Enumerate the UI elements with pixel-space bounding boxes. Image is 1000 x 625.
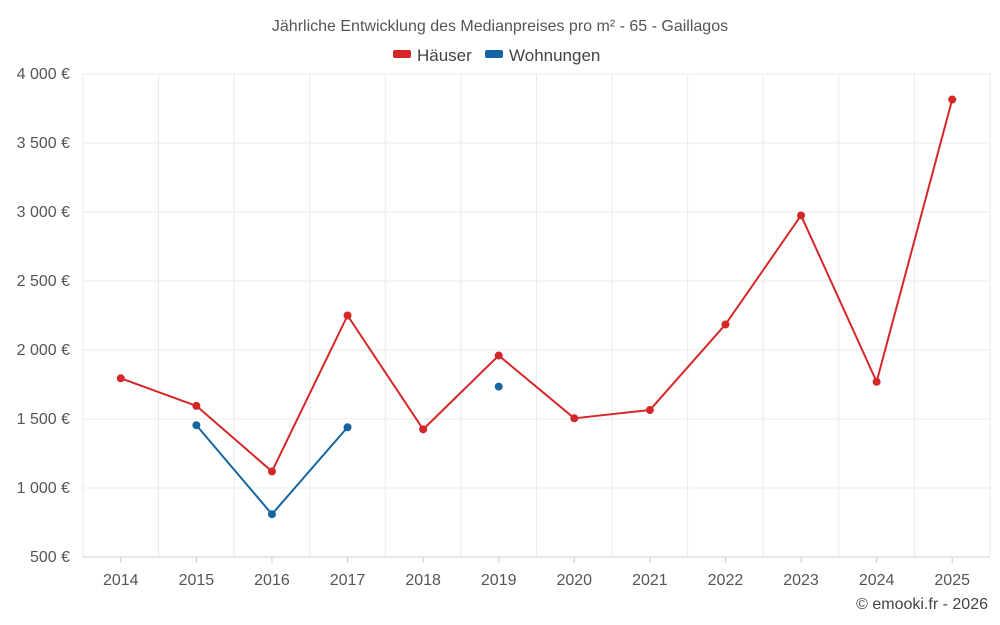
x-tick-label: 2020 <box>556 572 592 589</box>
legend-swatch-wohnungen <box>485 50 503 58</box>
series-line-segment-haeuser <box>270 314 349 473</box>
legend: Häuser Wohnungen <box>393 46 600 65</box>
data-point-wohnungen[interactable] <box>267 510 276 519</box>
series-line-segment-haeuser <box>119 377 198 407</box>
series-line-segment-haeuser <box>724 214 803 326</box>
data-point-wohnungen[interactable] <box>494 382 503 391</box>
legend-item-haeuser[interactable]: Häuser <box>393 46 472 65</box>
x-tick-label: 2014 <box>103 572 139 589</box>
series-line-segment-haeuser <box>346 314 425 431</box>
series-wohnungen <box>192 382 503 519</box>
series-line-segment-haeuser <box>497 354 576 420</box>
y-tick-label: 1 500 € <box>17 411 70 428</box>
y-tick-label: 1 000 € <box>17 480 70 497</box>
data-point-wohnungen[interactable] <box>343 423 352 432</box>
legend-item-wohnungen[interactable]: Wohnungen <box>485 46 600 65</box>
series-haeuser <box>116 95 957 476</box>
y-tick-label: 2 000 € <box>17 342 70 359</box>
series-line-segment-haeuser <box>648 323 727 412</box>
x-tick-label: 2018 <box>405 572 441 589</box>
series-line-segment-haeuser <box>875 98 954 383</box>
x-tick-label: 2019 <box>481 572 517 589</box>
data-point-haeuser[interactable] <box>645 406 654 415</box>
series-line-segment-haeuser <box>800 214 878 383</box>
data-point-haeuser[interactable] <box>797 211 806 220</box>
data-point-wohnungen[interactable] <box>192 421 201 430</box>
x-tick-label: 2021 <box>632 572 668 589</box>
y-tick-label: 2 500 € <box>17 273 70 290</box>
data-point-haeuser[interactable] <box>721 320 730 329</box>
data-point-haeuser[interactable] <box>948 95 957 104</box>
x-tick-label: 2016 <box>254 572 290 589</box>
y-tick-label: 3 500 € <box>17 135 70 152</box>
legend-label-haeuser: Häuser <box>417 46 472 65</box>
x-tick-label: 2023 <box>783 572 819 589</box>
data-point-haeuser[interactable] <box>343 311 352 320</box>
x-tick-label: 2017 <box>330 572 366 589</box>
grid <box>82 73 991 558</box>
x-tick-label: 2025 <box>934 572 970 589</box>
axes: 500 € 1 000 € 1 500 € 2 000 € 2 500 € 3 000 €… <box>17 66 990 589</box>
chart-title: Jährliche Entwicklung des Medianpreises … <box>272 18 728 35</box>
legend-swatch-haeuser <box>393 50 411 58</box>
data-point-haeuser[interactable] <box>872 377 881 386</box>
y-tick-label: 3 000 € <box>17 204 70 221</box>
series-line-segment-haeuser <box>195 404 273 473</box>
series-line-segment-wohnungen <box>270 426 349 516</box>
series-line-segment-haeuser <box>573 409 651 420</box>
y-tick-label: 4 000 € <box>17 66 70 83</box>
series-line-segment-haeuser <box>422 354 500 431</box>
x-tick-label: 2022 <box>708 572 744 589</box>
x-tick-label: 2015 <box>179 572 215 589</box>
series-line-segment-wohnungen <box>195 424 273 516</box>
data-point-haeuser[interactable] <box>192 401 201 410</box>
data-point-haeuser[interactable] <box>494 351 503 360</box>
data-point-haeuser[interactable] <box>267 467 276 476</box>
data-point-haeuser[interactable] <box>570 414 579 423</box>
data-point-haeuser[interactable] <box>116 374 125 383</box>
credit-text: © emooki.fr - 2026 <box>856 596 988 613</box>
series <box>116 95 957 519</box>
x-tick-label: 2024 <box>859 572 895 589</box>
y-tick-label: 500 € <box>30 549 70 566</box>
legend-label-wohnungen: Wohnungen <box>509 46 600 65</box>
data-point-haeuser[interactable] <box>419 425 428 434</box>
